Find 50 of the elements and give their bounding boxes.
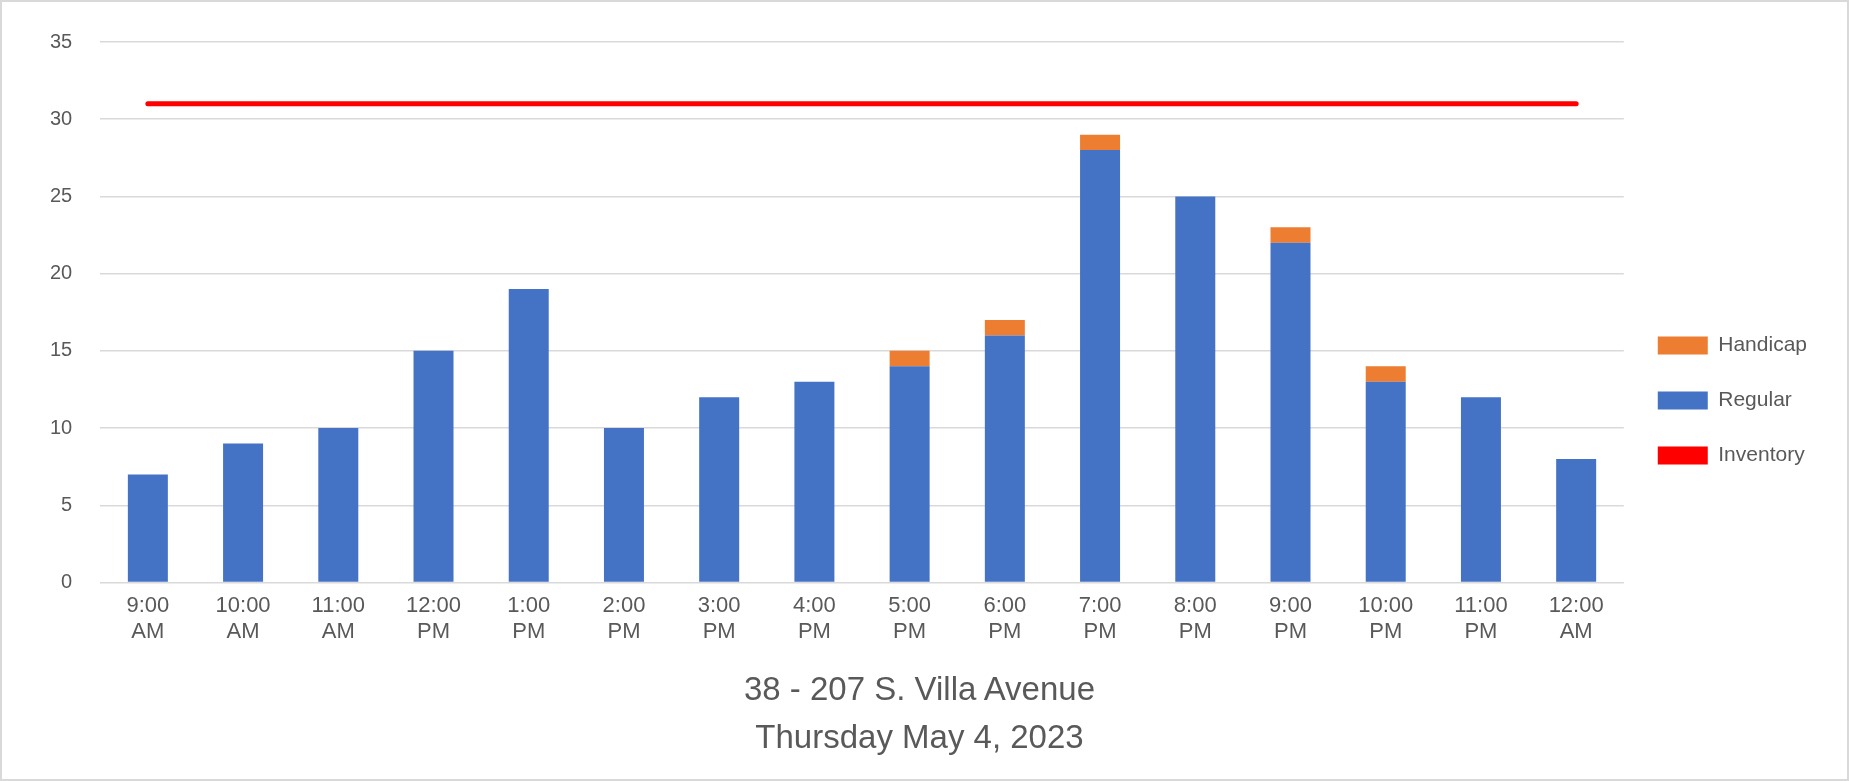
x-tick-label: 9:00 PM (1269, 591, 1312, 644)
bar (1080, 150, 1121, 582)
x-tick-label: 4:00 PM (792, 591, 836, 644)
bar (984, 335, 1025, 582)
x-tick-label: 7:00 PM (1078, 591, 1122, 644)
bar (1365, 381, 1406, 582)
legend-label: Inventory (1718, 442, 1806, 466)
y-tick-label: 0 (61, 570, 73, 593)
y-tick-label: 25 (50, 183, 73, 206)
x-tick-label: 12:00 PM (405, 591, 462, 644)
x-tick-label: 3:00 PM (697, 591, 741, 644)
bar (1365, 366, 1406, 382)
x-tick-label: 10:00 PM (1358, 591, 1414, 644)
bar (794, 381, 835, 582)
bar (889, 366, 930, 582)
x-tick-label: 1:00 PM (507, 591, 551, 644)
x-tick-label: 5:00 PM (888, 591, 932, 644)
bar (318, 428, 359, 582)
bar (984, 319, 1025, 336)
x-tick-label: 12:00 AM (1548, 591, 1604, 644)
x-tick-label: 11:00 PM (1454, 591, 1508, 644)
x-tick-label: 6:00 PM (983, 591, 1027, 644)
x-tick-label: 2:00 PM (602, 591, 646, 644)
y-tick-label: 5 (61, 492, 73, 515)
y-tick-label: 10 (50, 415, 73, 438)
bar (603, 428, 644, 582)
text: 38 - 207 S. Villa Avenue (743, 670, 1096, 708)
y-tick-label: 35 (50, 29, 73, 52)
bar (1270, 227, 1311, 243)
x-tick-label: 9:00 AM (126, 591, 170, 644)
bar (699, 397, 740, 582)
bar (1175, 196, 1216, 582)
bar (508, 289, 549, 582)
y-tick-label: 15 (50, 338, 73, 361)
legend-label: Handicap (1718, 332, 1808, 356)
bar (413, 350, 454, 582)
x-tick-label: 8:00 PM (1173, 591, 1217, 644)
y-tick-label: 20 (50, 261, 73, 284)
bar (223, 443, 264, 582)
x-tick-label: 11:00 AM (311, 591, 366, 644)
bar (889, 350, 930, 367)
legend-label: Regular (1718, 387, 1792, 411)
bar (1556, 458, 1597, 582)
bar (127, 474, 168, 582)
text: Thursday May 4, 2023 (755, 718, 1084, 756)
bar (1270, 242, 1311, 582)
x-tick-label: 10:00 AM (215, 591, 271, 644)
bar (1080, 134, 1121, 151)
bar (1460, 397, 1501, 582)
y-tick-label: 30 (50, 106, 73, 129)
